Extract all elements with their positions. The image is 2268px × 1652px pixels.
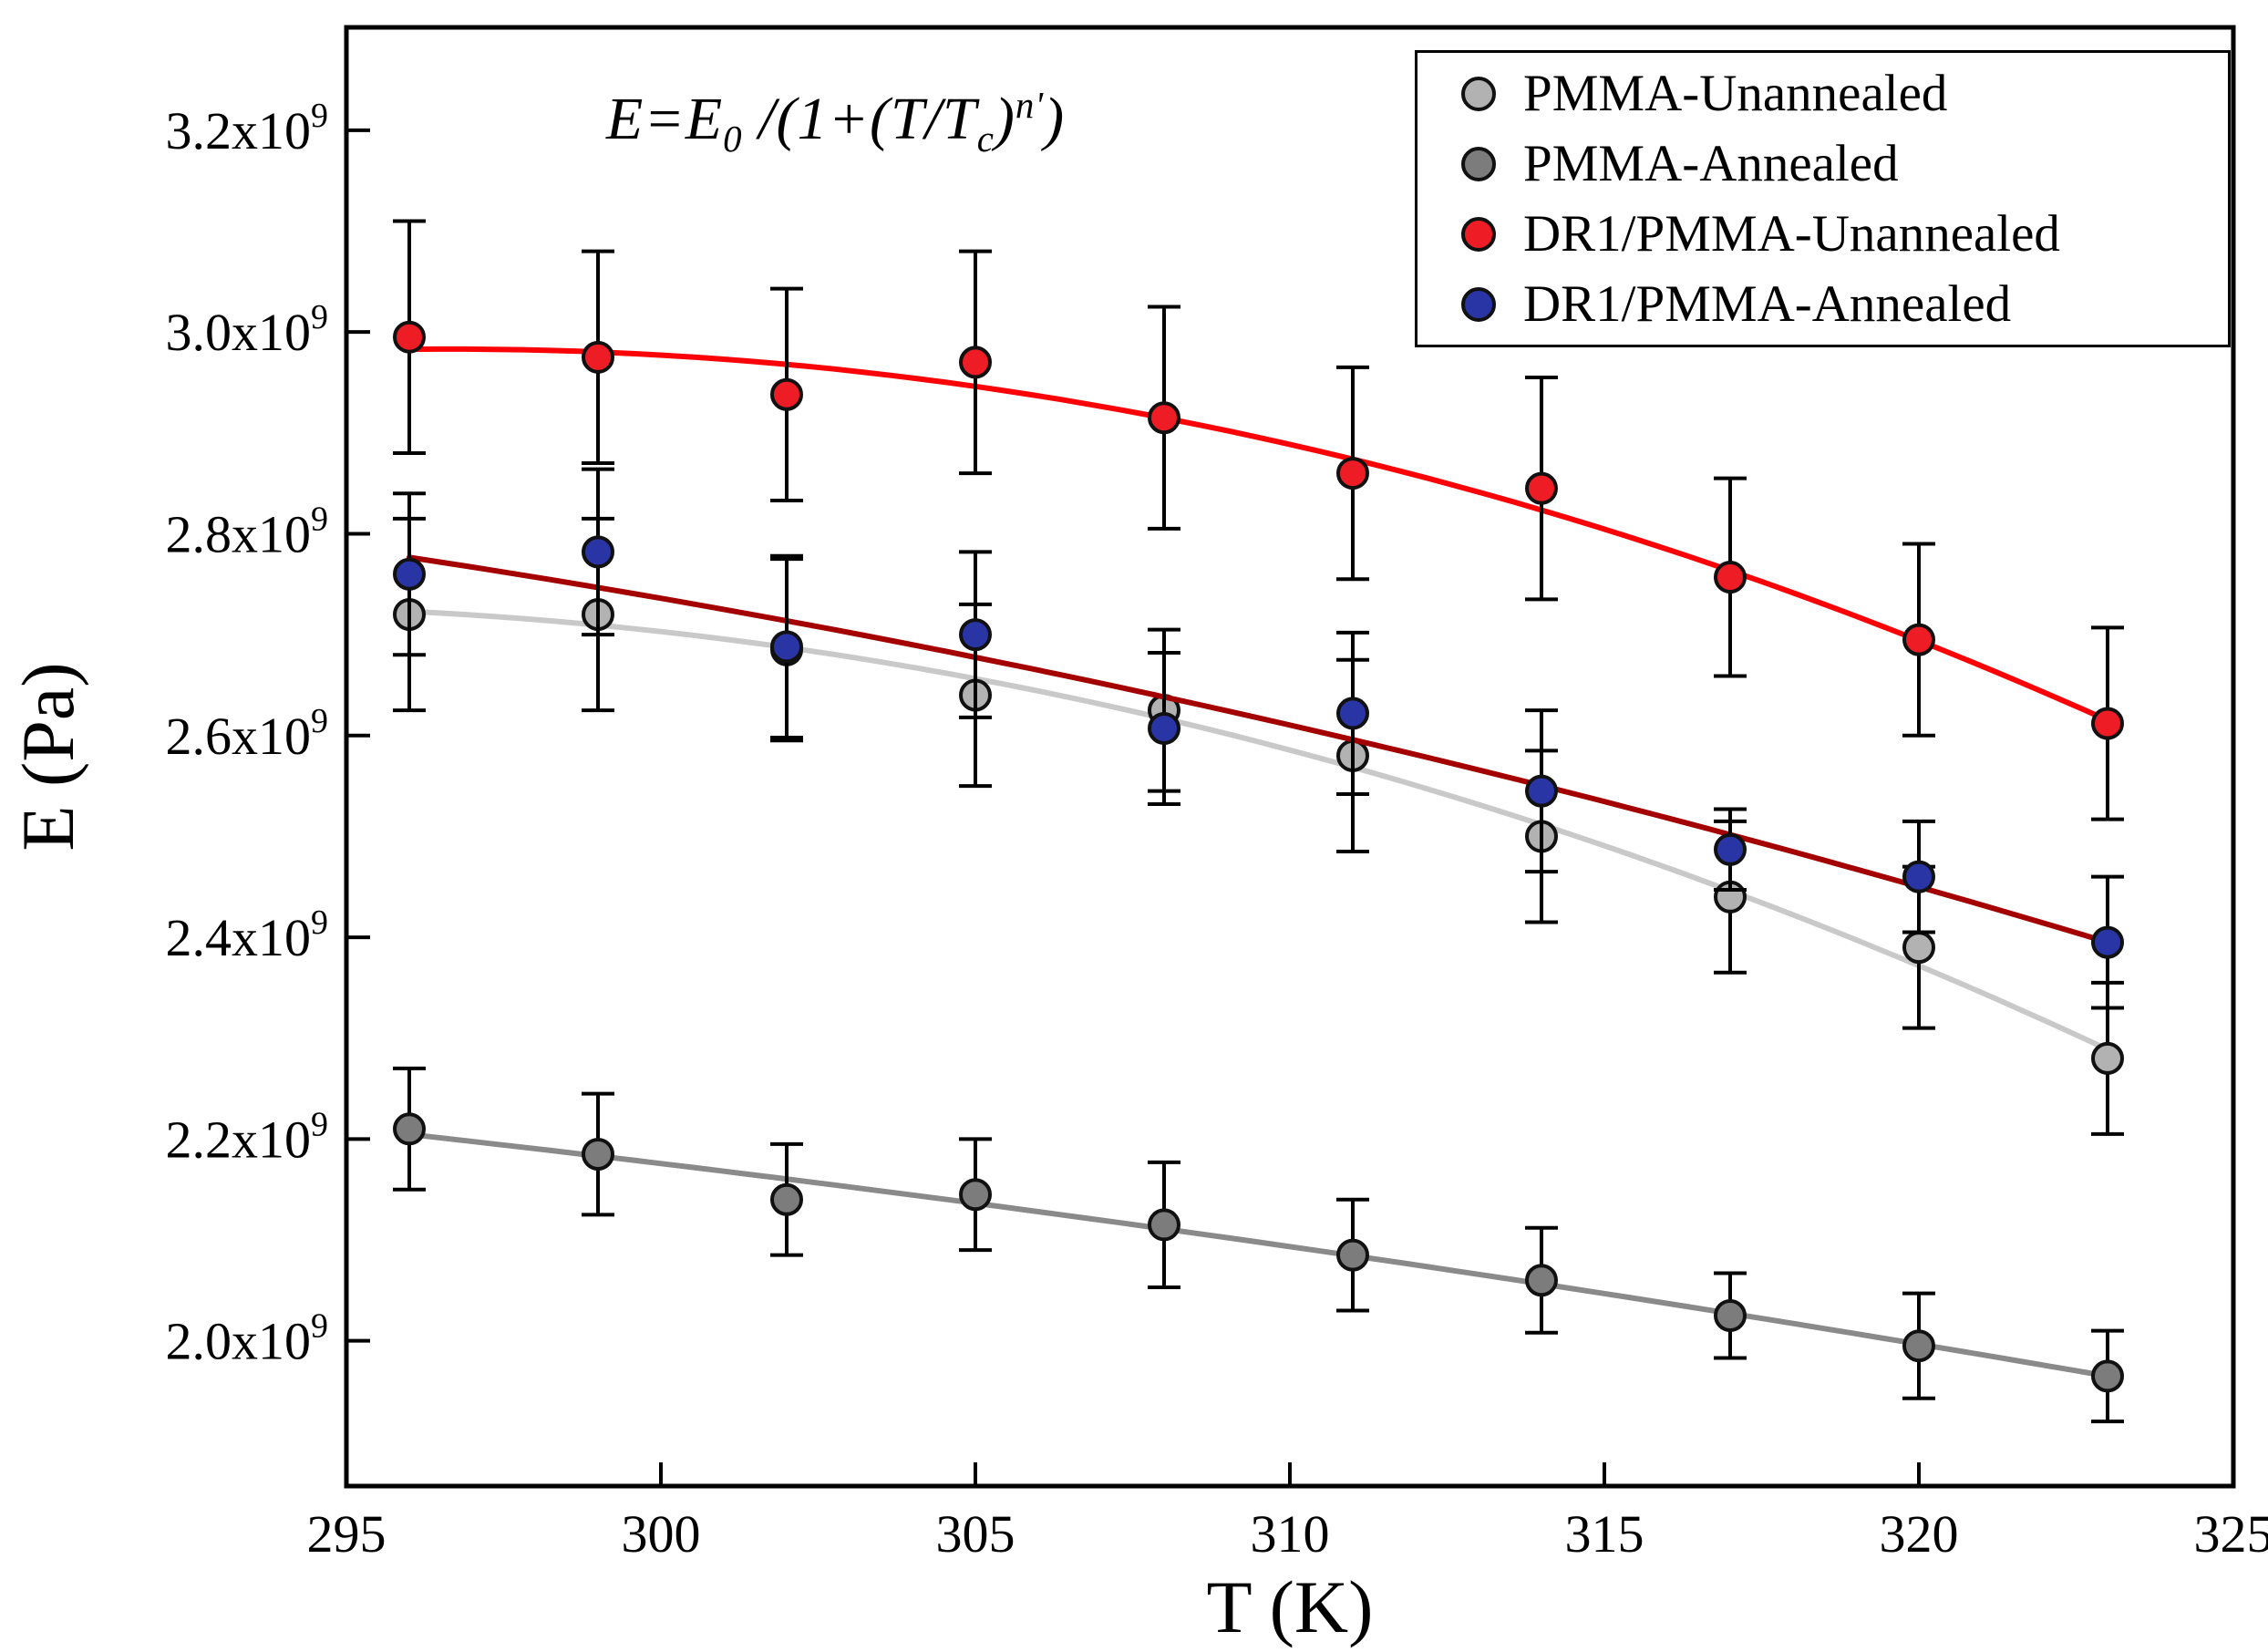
series-PMMA-Annealed	[393, 1066, 2124, 1424]
fit-equation: E=E0 /(1+(T/Tc)n')	[606, 84, 1065, 160]
data-point	[1902, 1329, 1935, 1363]
data-point	[582, 1137, 614, 1171]
legend-marker-pmma-unannealed-icon	[1461, 76, 1496, 111]
data-point	[1336, 457, 1369, 490]
fit-line-PMMA-Unannealed	[407, 608, 2110, 1052]
x-tick-label: 320	[1880, 1504, 1959, 1564]
y-tick-label: 3.0x109	[166, 298, 329, 362]
x-tick-label: 325	[2194, 1504, 2268, 1564]
legend-marker-dr1-pmma-unannealed-icon	[1461, 216, 1496, 252]
data-point	[770, 1182, 803, 1216]
data-point	[2091, 925, 2124, 959]
data-point	[1336, 1238, 1369, 1272]
data-point	[959, 346, 992, 379]
y-tick-label: 2.8x109	[166, 500, 329, 563]
data-point	[1148, 712, 1180, 746]
fit-equation-subc: c	[976, 119, 995, 160]
x-tick-label: 295	[307, 1504, 387, 1564]
legend-label-dr1-pmma-annealed: DR1/PMMA-Annealed	[1523, 275, 2012, 333]
legend-label-pmma-unannealed: PMMA-Unannealed	[1523, 65, 1948, 122]
series-DR1/PMMA-Unannealed	[393, 219, 2124, 821]
y-tick-label: 2.4x109	[166, 903, 329, 967]
legend-marker-pmma-annealed-icon	[1461, 146, 1496, 181]
y-axis: 2.0x109 2.2x109 2.4x109 2.6x109 2.8x109 3.0x1…	[166, 97, 370, 1371]
data-point	[770, 630, 803, 664]
y-tick-label: 3.2x109	[166, 97, 329, 160]
data-point	[2091, 1041, 2124, 1075]
legend-label-pmma-annealed: PMMA-Annealed	[1523, 135, 1899, 192]
fit-equation-close1: )	[994, 86, 1015, 152]
data-point	[582, 340, 614, 374]
fit-line-DR1/PMMA-Unannealed	[407, 346, 2110, 723]
data-point	[1714, 1299, 1747, 1333]
x-axis-title: T (K)	[1207, 1565, 1374, 1648]
series-DR1/PMMA-Annealed	[393, 467, 2124, 1010]
data-point	[770, 377, 803, 411]
data-point	[1525, 471, 1558, 505]
y-tick-label: 2.0x109	[166, 1307, 329, 1371]
x-tick-label: 305	[936, 1504, 1015, 1564]
legend-marker-dr1-pmma-annealed-icon	[1461, 286, 1496, 322]
legend-label-dr1-pmma-unannealed: DR1/PMMA-Unannealed	[1523, 205, 2060, 263]
data-point	[1336, 697, 1369, 730]
legend-item-dr1-pmma-annealed: DR1/PMMA-Annealed	[1418, 278, 2228, 330]
data-point	[1902, 931, 1935, 965]
data-point	[1525, 774, 1558, 808]
fit-equation-text: E=E	[606, 86, 724, 152]
series-PMMA-Unannealed	[393, 516, 2124, 1136]
data-point	[582, 535, 614, 569]
data-point	[393, 1112, 426, 1146]
x-axis: 295 300 305 310 315 320 325	[307, 1462, 2268, 1564]
data-point	[1902, 623, 1935, 656]
fit-line-PMMA-Annealed	[407, 1131, 2110, 1379]
data-point	[1902, 860, 1935, 893]
data-point	[393, 557, 426, 591]
legend-box: PMMA-Unannealed PMMA-Annealed DR1/PMMA-U…	[1415, 50, 2231, 347]
fit-line-DR1/PMMA-Annealed	[407, 554, 2110, 945]
data-point	[959, 618, 992, 652]
y-tick-label: 2.2x109	[166, 1105, 329, 1169]
y-axis-title: E (Pa)	[6, 662, 89, 851]
data-point	[393, 320, 426, 354]
data-point	[1525, 1264, 1558, 1297]
legend-item-pmma-unannealed: PMMA-Unannealed	[1418, 67, 2228, 119]
data-point	[2091, 1359, 2124, 1393]
fit-equation-mid: /(1+(T/T	[742, 86, 977, 152]
data-point	[2091, 707, 2124, 740]
data-point	[1148, 1208, 1180, 1242]
x-tick-label: 315	[1565, 1504, 1644, 1564]
fit-equation-close2: )	[1044, 86, 1066, 152]
data-point	[1714, 832, 1747, 866]
fit-equation-sub0: 0	[723, 119, 743, 160]
legend-item-pmma-annealed: PMMA-Annealed	[1418, 138, 2228, 190]
legend-item-dr1-pmma-unannealed: DR1/PMMA-Unannealed	[1418, 208, 2228, 260]
fit-equation-exponent: n'	[1015, 85, 1045, 126]
data-point	[1714, 561, 1747, 594]
x-tick-label: 310	[1251, 1504, 1330, 1564]
data-point	[959, 1178, 992, 1212]
y-tick-label: 2.6x109	[166, 702, 329, 766]
data-point	[1148, 401, 1180, 435]
x-tick-label: 300	[622, 1504, 701, 1564]
